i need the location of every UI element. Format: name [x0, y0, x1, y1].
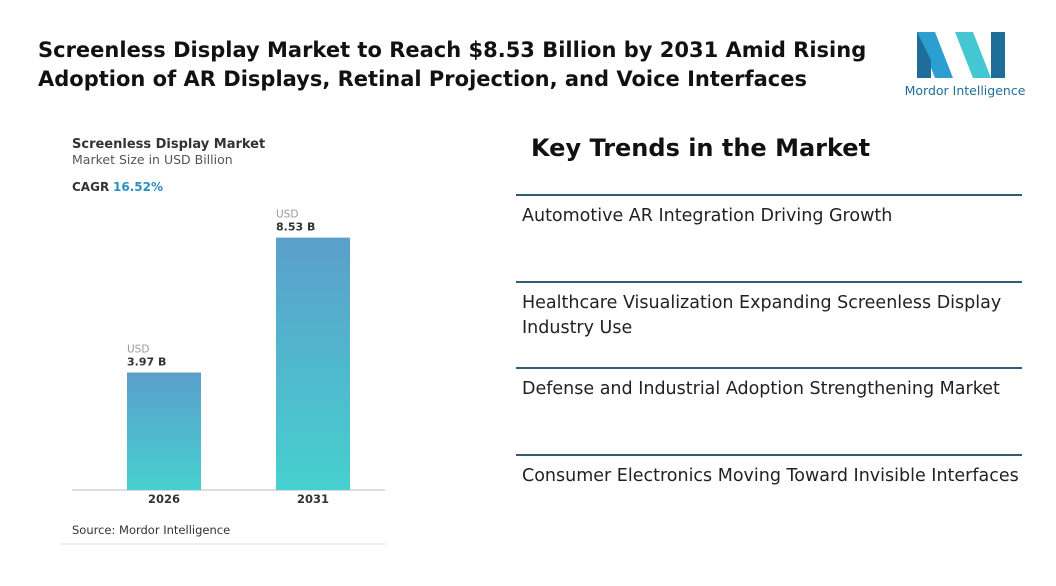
- chart: Screenless Display Market Market Size in…: [60, 137, 386, 545]
- cagr-label: CAGR: [72, 180, 109, 194]
- trend-item: Consumer Electronics Moving Toward Invis…: [516, 453, 1022, 540]
- source: Source: Mordor Intelligence: [72, 523, 230, 537]
- bar: [276, 237, 350, 490]
- trends-title: Key Trends in the Market: [531, 134, 871, 162]
- x-tick-label: 2031: [297, 492, 329, 506]
- logo: Mordor Intelligence: [905, 32, 1025, 98]
- chart-title: Screenless Display Market: [72, 137, 265, 152]
- page-title: Screenless Display Market to Reach $8.53…: [38, 38, 867, 91]
- logo-text: Mordor Intelligence: [905, 83, 1025, 98]
- value-label: 3.97 B: [127, 356, 166, 369]
- bar: [127, 372, 201, 490]
- value-label: 8.53 B: [276, 221, 315, 234]
- trend-item: Defense and Industrial Adoption Strength…: [516, 367, 1022, 453]
- chart-subtitle: Market Size in USD Billion: [72, 152, 233, 167]
- x-tick-label: 2026: [148, 492, 180, 506]
- value-unit: USD: [127, 344, 149, 356]
- trend-item: Healthcare Visualization Expanding Scree…: [516, 280, 1022, 367]
- trend-item: Automotive AR Integration Driving Growth: [516, 194, 1022, 280]
- value-unit: USD: [276, 209, 298, 221]
- cagr-value: 16.52%: [113, 180, 163, 194]
